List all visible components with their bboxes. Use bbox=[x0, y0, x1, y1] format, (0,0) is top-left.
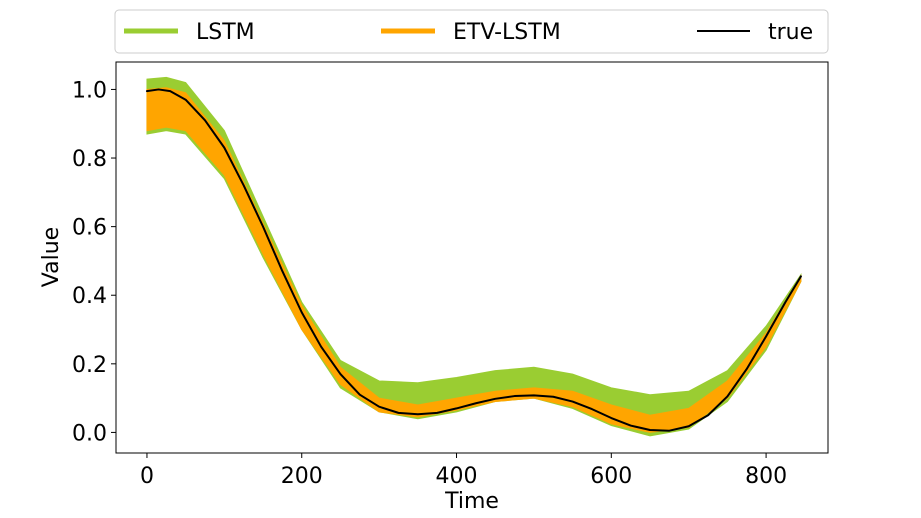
x-tick-label: 800 bbox=[745, 464, 787, 489]
y-axis: 0.0 0.2 0.4 0.6 0.8 1.0 bbox=[72, 78, 116, 446]
x-tick-label: 0 bbox=[140, 464, 154, 489]
x-tick-label: 200 bbox=[281, 464, 323, 489]
y-tick-label: 0.8 bbox=[72, 147, 107, 172]
x-axis-label: Time bbox=[444, 489, 499, 514]
series-band-lstm bbox=[146, 76, 802, 437]
y-tick-label: 0.4 bbox=[72, 284, 107, 309]
x-axis: 0 200 400 600 800 bbox=[140, 453, 787, 489]
legend-frame bbox=[114, 9, 829, 54]
series-line-true bbox=[145, 88, 802, 432]
legend-label-etv-lstm: ETV-LSTM bbox=[453, 20, 561, 45]
series-layer bbox=[145, 76, 802, 437]
y-tick-label: 0.6 bbox=[72, 216, 107, 241]
x-tick-label: 400 bbox=[436, 464, 478, 489]
legend: LSTM ETV-LSTM true bbox=[114, 9, 829, 54]
plot-area: 0 200 400 600 800 0.0 0.2 0.4 0.6 0.8 1.0 bbox=[72, 61, 829, 489]
legend-label-true: true bbox=[768, 20, 813, 45]
x-tick-label: 600 bbox=[590, 464, 632, 489]
axes-frame bbox=[115, 61, 829, 454]
y-tick-label: 0.0 bbox=[72, 421, 107, 446]
y-tick-label: 0.2 bbox=[72, 353, 107, 378]
y-axis-label: Value bbox=[39, 227, 64, 287]
legend-label-lstm: LSTM bbox=[196, 20, 255, 45]
y-tick-label: 1.0 bbox=[72, 78, 107, 103]
